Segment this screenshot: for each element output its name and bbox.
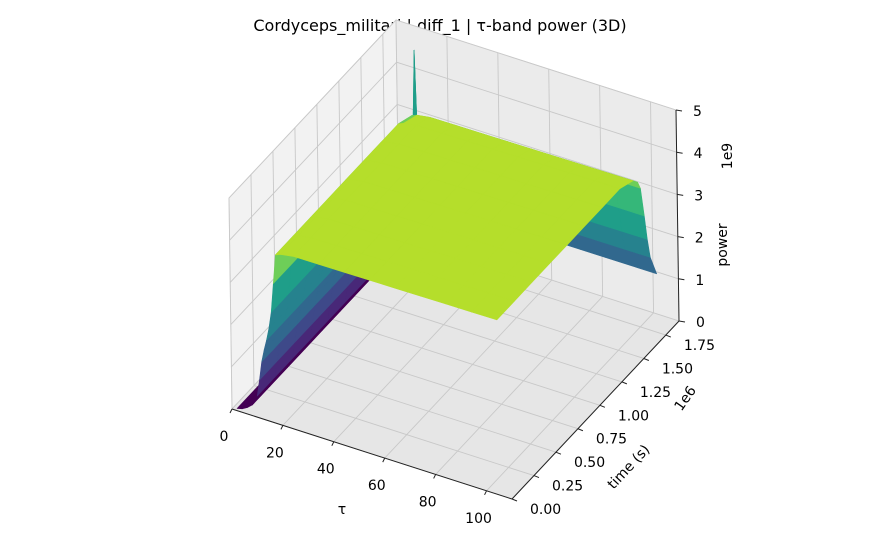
y-tick-mark	[599, 404, 606, 408]
grid-line	[319, 314, 601, 406]
grid-line	[396, 61, 677, 153]
z-tick-mark	[677, 193, 684, 196]
grid-line	[395, 19, 677, 111]
z-tick-label: 4	[694, 146, 703, 162]
z-tick-label: 3	[694, 188, 703, 204]
grid-line	[341, 291, 623, 383]
grid-line	[253, 385, 535, 477]
chart-title: Cordyceps_militari | diff_1 | τ-band pow…	[253, 16, 626, 36]
x-tick-label: 20	[266, 445, 284, 461]
z-axis-line	[675, 109, 680, 322]
x-axis-label: τ	[338, 502, 346, 518]
y-tick-mark	[533, 475, 540, 479]
grid-line	[384, 279, 553, 459]
z-tick-label: 0	[696, 315, 705, 331]
x-tick-label: 80	[419, 494, 437, 510]
x-tick-label: 0	[220, 429, 229, 445]
x-tick-mark	[433, 474, 437, 479]
y-tick-label: 1.50	[662, 361, 693, 377]
grid-line	[228, 19, 397, 199]
grid-line	[486, 312, 654, 492]
x-tick-mark	[484, 490, 487, 496]
y-axis-line	[511, 320, 680, 500]
x-tick-mark	[331, 441, 335, 446]
y-axis-label: time (s)	[605, 442, 654, 493]
y-tick-mark	[621, 381, 628, 385]
tick-labels: 0204060801000.000.250.500.751.001.251.50…	[220, 104, 715, 527]
y-tick-label: 0.75	[596, 432, 627, 448]
z-tick-mark	[675, 109, 683, 112]
z-tick-mark	[677, 236, 684, 239]
z-offset-label: 1e9	[720, 143, 736, 169]
y-tick-label: 0.25	[552, 479, 583, 495]
y-tick-mark	[555, 451, 562, 455]
grid-line	[397, 103, 678, 195]
y-tick-mark	[511, 498, 518, 502]
z-tick-label: 2	[695, 231, 704, 247]
x-tick-mark	[382, 457, 386, 463]
x-axis-line	[231, 408, 513, 500]
y-tick-mark	[643, 358, 650, 361]
y-tick-label: 0.00	[530, 502, 561, 518]
y-tick-mark	[665, 334, 672, 338]
y-tick-label: 1.75	[684, 338, 715, 354]
z-tick-mark	[678, 320, 686, 323]
x-tick-mark	[280, 425, 284, 430]
y-tick-label: 1.25	[640, 385, 671, 401]
y-offset-label: 1e6	[672, 383, 700, 414]
grid-line	[275, 361, 557, 453]
x-tick-label: 100	[465, 511, 492, 527]
grid-line	[435, 296, 603, 475]
y-tick-label: 1.00	[618, 408, 649, 424]
z-axis-label: power	[715, 223, 731, 267]
grid-line	[250, 174, 255, 386]
z-tick-label: 1	[695, 273, 704, 289]
grid-line	[229, 104, 398, 283]
grid-line	[228, 197, 233, 410]
axis-lines	[231, 109, 680, 500]
z-tick-mark	[678, 278, 685, 281]
surface	[236, 49, 658, 410]
z-tick-mark	[676, 151, 683, 154]
x-tick-label: 60	[368, 478, 386, 494]
y-tick-mark	[577, 428, 584, 432]
surface-patch	[470, 292, 515, 321]
y-tick-label: 0.50	[574, 455, 605, 471]
grid-line	[297, 338, 579, 430]
z-tick-label: 5	[693, 104, 702, 120]
x-tick-label: 40	[317, 462, 335, 478]
x-tick-mark	[229, 408, 233, 414]
grid-line	[650, 101, 654, 313]
grid-line	[229, 61, 397, 241]
